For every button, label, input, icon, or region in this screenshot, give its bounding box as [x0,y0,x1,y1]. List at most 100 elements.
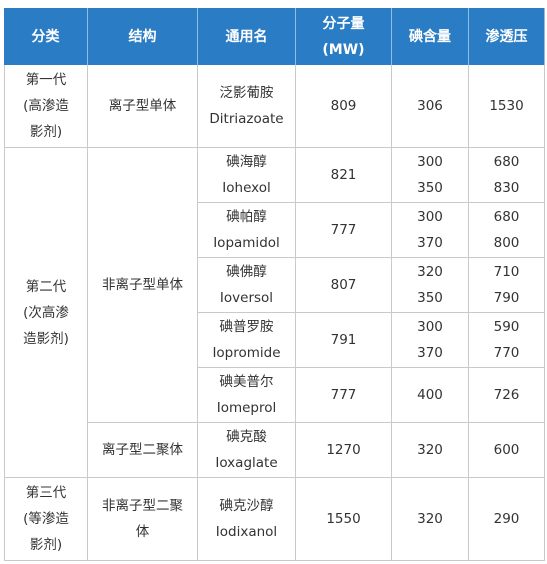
cell-text: 第二代 [25,278,67,295]
cell-text: 第一代 [25,72,67,88]
structure: 离子型二聚体 [88,423,198,478]
iodine-content: 300 370 [392,313,469,368]
molecular-weight: 821 [296,148,392,203]
agent-name: 碘海醇 Iohexol [198,148,296,203]
cell-text: Ioversol [219,290,274,306]
molecular-weight: 809 [296,65,392,148]
cell-text: 821 [330,167,357,183]
cell-text: 碘克酸 [226,429,267,445]
cell-text: 300 [417,209,443,225]
cell-text: 非离子型单体 [102,277,183,293]
cell-text: 碘美普尔 [219,374,274,390]
cell-text: 分子量 [322,15,365,32]
osmolality: 1530 [469,65,545,148]
cell-text: 290 [493,511,520,527]
cell-text: 320 [417,442,443,458]
osmolality: 590 770 [469,313,545,368]
cell-text: 791 [330,332,357,348]
cell-text: 800 [493,235,520,251]
cell-text: (次高渗 [23,304,69,321]
cell-text: 350 [417,290,443,306]
agent-name: 碘普罗胺 Iopromide [198,313,296,368]
cell-text: Iomeprol [216,400,277,416]
cell-text: 1270 [326,442,361,458]
cell-text: 结构 [128,28,157,45]
structure: 离子型单体 [88,65,198,148]
cell-text: 碘帕醇 [226,209,267,225]
cell-text: 320 [417,264,443,280]
cell-text: 碘普罗胺 [219,319,274,335]
cell-text: (等渗造 [23,511,69,527]
cell-text: 造影剂) [23,330,69,347]
iodine-content: 320 [392,478,469,561]
cell-text: 非离子型二聚 [102,498,183,514]
cell-text: Iodixanol [215,524,278,540]
cell-text: 590 [493,319,520,335]
osmolality: 600 [469,423,545,478]
cell-text: 790 [493,290,520,306]
generation: 第二代 (次高渗造影剂) [4,148,88,478]
cell-text: 影剂) [29,537,63,553]
cell-text: 300 [417,154,443,170]
header-cell: 结构 [88,8,198,65]
cell-text: 离子型二聚体 [102,442,183,458]
iodine-content: 320 [392,423,469,478]
iodine-content: 306 [392,65,469,148]
cell-text: 350 [417,180,443,196]
cell-text: 1530 [489,98,524,114]
agent-name: 碘美普尔 Iomeprol [198,368,296,423]
molecular-weight: 1550 [296,478,392,561]
header-cell: 分子量 (MW) [296,8,392,65]
cell-text: Iohexol [222,180,271,196]
osmolality: 680 800 [469,203,545,258]
osmolality: 726 [469,368,545,423]
structure: 非离子型单体 [88,148,198,423]
cell-text: 影剂) [29,124,63,140]
header-cell: 碘含量 [392,8,469,65]
header-cell: 渗透压 [469,8,545,65]
cell-text: 770 [493,345,520,361]
osmolality: 680 830 [469,148,545,203]
molecular-weight: 1270 [296,423,392,478]
cell-text: 离子型单体 [108,98,177,114]
cell-text: 809 [330,98,357,114]
iodine-content: 300 350 [392,148,469,203]
cell-text: 通用名 [225,28,268,45]
cell-text: 碘克沙醇 [219,498,274,514]
agent-name: 碘佛醇 Ioversol [198,258,296,313]
osmolality: 710 790 [469,258,545,313]
cell-text: 400 [417,387,443,403]
iodine-content: 320 350 [392,258,469,313]
cell-text: 306 [417,98,443,114]
molecular-weight: 777 [296,368,392,423]
structure: 非离子型二聚体 [88,478,198,561]
cell-text: 680 [493,154,520,170]
cell-text: 710 [493,264,520,280]
cell-text: 777 [330,222,357,238]
cell-text: (高渗造 [23,98,69,114]
cell-text: (MW) [322,41,365,58]
cell-text: 泛影葡胺 [219,85,274,101]
cell-text: 600 [493,442,520,458]
cell-text: 渗透压 [485,28,528,45]
molecular-weight: 807 [296,258,392,313]
iodine-content: 400 [392,368,469,423]
generation: 第一代 (高渗造影剂) [4,65,88,148]
molecular-weight: 777 [296,203,392,258]
cell-text: Iopamidol [213,235,280,251]
cell-text: 碘海醇 [226,154,267,170]
cell-text: 370 [417,345,443,361]
cell-text: 777 [330,387,357,403]
molecular-weight: 791 [296,313,392,368]
cell-text: Iopromide [212,345,281,361]
header-cell: 分类 [4,8,88,65]
cell-text: 726 [493,387,520,403]
agent-name: 碘克酸 Ioxaglate [198,423,296,478]
cell-text: 1550 [326,511,361,527]
cell-text: 体 [135,524,150,540]
cell-text: 300 [417,319,443,335]
agent-name: 碘克沙醇 Iodixanol [198,478,296,561]
cell-text: 分类 [31,28,60,45]
header-cell: 通用名 [198,8,296,65]
